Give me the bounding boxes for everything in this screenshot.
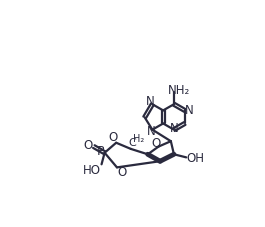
Text: O: O — [117, 165, 126, 178]
Text: P: P — [96, 145, 104, 158]
Text: O: O — [152, 137, 161, 150]
Text: N: N — [147, 126, 155, 138]
Text: NH₂: NH₂ — [167, 84, 190, 97]
Text: HO: HO — [83, 164, 101, 177]
Text: OH: OH — [187, 152, 205, 165]
Text: N: N — [170, 122, 179, 135]
Text: O: O — [108, 131, 118, 144]
Text: N: N — [146, 95, 154, 109]
Text: H₂: H₂ — [133, 134, 144, 144]
Text: N: N — [185, 104, 194, 117]
Text: O: O — [83, 139, 92, 152]
Text: C: C — [129, 138, 136, 148]
